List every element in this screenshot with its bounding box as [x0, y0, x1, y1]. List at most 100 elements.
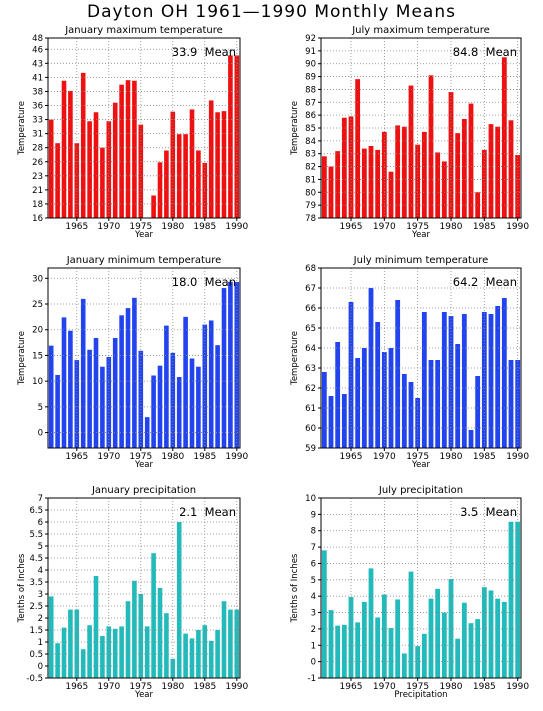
y-tick-label: 87: [305, 98, 316, 108]
data-bar: [221, 601, 227, 678]
y-tick-label: 25: [32, 300, 43, 310]
x-tick-label: 1980: [161, 222, 184, 232]
x-tick-label: 1990: [506, 452, 529, 462]
mean-label: 3.5 Mean: [460, 505, 517, 519]
x-tick-label: 1975: [129, 452, 152, 462]
data-bar: [395, 125, 401, 218]
mean-label: 33.9 Mean: [172, 45, 236, 59]
y-tick-label: 82: [305, 163, 316, 173]
x-axis-label: Year: [134, 460, 154, 470]
data-bar: [321, 156, 327, 218]
y-tick-label: 2: [38, 614, 43, 624]
data-bar: [189, 109, 195, 218]
data-bar: [208, 640, 214, 678]
x-tick-label: 1975: [406, 682, 429, 692]
x-tick-label: 1990: [225, 682, 248, 692]
data-bar: [375, 322, 381, 448]
panel-title: July maximum temperature: [351, 25, 490, 36]
y-tick-label: 33: [32, 116, 43, 126]
x-tick-label: 1975: [129, 222, 152, 232]
y-tick-label: 0.5: [29, 650, 43, 660]
data-bar: [202, 162, 208, 219]
data-bar: [196, 150, 201, 218]
data-bar: [461, 119, 467, 218]
y-tick-label: 59: [305, 444, 316, 454]
y-axis-label: Temperature: [290, 101, 300, 156]
x-tick-label: 1965: [340, 452, 363, 462]
data-bar: [408, 382, 414, 448]
x-tick-label: 1980: [161, 682, 184, 692]
data-bar: [415, 398, 421, 448]
data-bar: [151, 553, 156, 678]
data-bar: [106, 121, 112, 218]
y-tick-label: 10: [32, 377, 43, 387]
y-tick-label: 1.5: [29, 626, 43, 636]
data-bar: [461, 602, 467, 678]
data-bar: [348, 302, 354, 448]
y-tick-label: 10: [305, 494, 316, 504]
x-tick-label: 1970: [373, 682, 396, 692]
chart-panel: 78 79 80 81 82 83 84 85 86 87 88 89 90 91 92 1965 1970 19…: [290, 25, 529, 240]
panel-title: January precipitation: [91, 485, 196, 496]
panel-title: January maximum temperature: [64, 25, 223, 36]
data-bar: [501, 57, 507, 218]
mean-label: 2.1 Mean: [179, 505, 236, 519]
data-bar: [55, 374, 60, 448]
data-bar: [132, 297, 137, 448]
data-bar: [508, 120, 514, 218]
y-tick-label: 3: [38, 590, 43, 600]
data-bar: [157, 588, 163, 678]
y-axis-label: Temperature: [17, 101, 27, 156]
y-tick-label: 3.5: [29, 578, 43, 588]
y-tick-label: -1: [308, 674, 316, 684]
data-bar: [508, 360, 514, 448]
data-bar: [468, 623, 474, 678]
data-bar: [335, 151, 341, 218]
data-bar: [80, 72, 86, 218]
y-tick-label: 90: [305, 60, 316, 70]
x-tick-label: 1985: [473, 682, 496, 692]
data-bar: [455, 638, 461, 678]
data-bar: [176, 134, 182, 218]
y-tick-label: 26: [32, 158, 43, 168]
data-bar: [61, 627, 67, 678]
y-tick-label: 63: [305, 364, 316, 374]
data-bar: [208, 320, 214, 448]
data-bar: [119, 84, 124, 218]
y-tick-label: 1: [38, 638, 43, 648]
data-bar: [361, 601, 367, 678]
x-tick-label: 1980: [440, 682, 463, 692]
y-tick-label: 83: [305, 150, 316, 160]
x-tick-label: 1990: [506, 682, 529, 692]
y-axis-label: Temperature: [17, 331, 27, 386]
x-tick-label: 1975: [406, 222, 429, 232]
data-bar: [48, 345, 54, 448]
x-tick-label: 1985: [193, 222, 216, 232]
data-bar: [87, 121, 92, 218]
data-bar: [368, 568, 374, 678]
y-tick-label: 15: [32, 351, 43, 361]
data-bar: [475, 376, 481, 448]
y-tick-label: 6: [311, 559, 316, 569]
data-bar: [234, 55, 240, 218]
y-tick-label: 65: [305, 324, 316, 334]
y-tick-label: 28: [32, 144, 43, 154]
data-bar: [488, 590, 494, 678]
data-bar: [208, 100, 214, 218]
plot-frame: [320, 267, 522, 449]
x-tick-label: 1970: [97, 452, 120, 462]
x-tick-label: 1985: [193, 682, 216, 692]
x-tick-label: 1980: [440, 452, 463, 462]
plot-frame: [47, 497, 241, 679]
data-bar: [361, 148, 367, 218]
y-tick-label: 68: [305, 264, 316, 274]
x-tick-label: 1985: [473, 452, 496, 462]
data-bar: [164, 325, 169, 448]
y-tick-label: 20: [32, 326, 43, 336]
data-bar: [321, 372, 327, 448]
x-tick-label: 1980: [440, 222, 463, 232]
data-bar: [183, 134, 188, 218]
x-tick-label: 1990: [225, 222, 248, 232]
data-bar: [144, 626, 150, 678]
